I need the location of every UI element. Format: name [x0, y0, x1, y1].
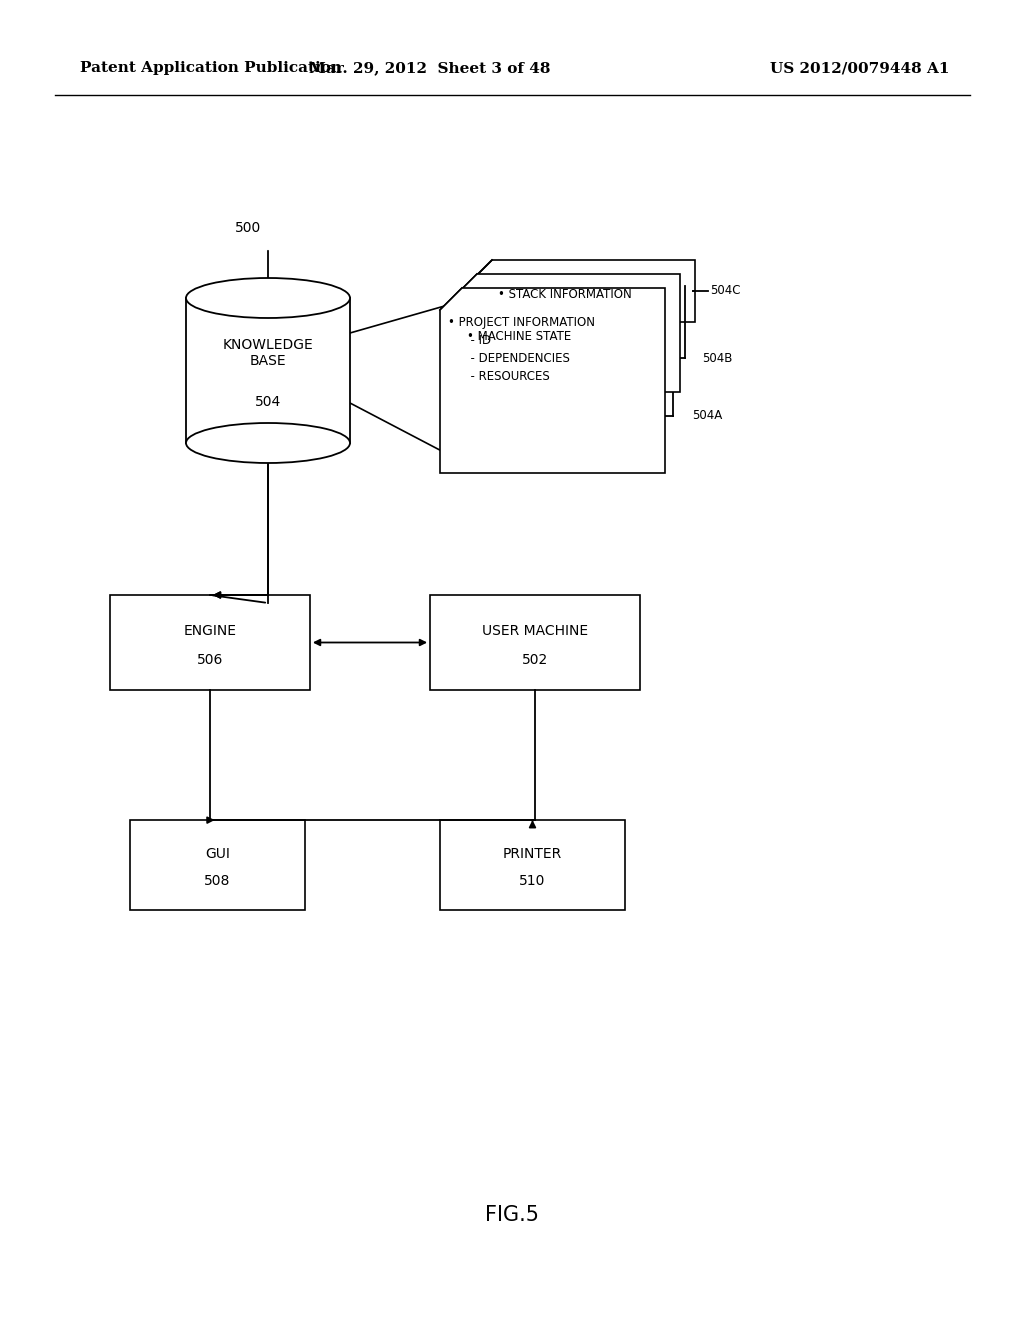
Text: 504A: 504A	[692, 409, 722, 422]
Text: GUI: GUI	[205, 847, 230, 861]
Text: USER MACHINE: USER MACHINE	[482, 624, 588, 638]
Ellipse shape	[186, 279, 350, 318]
Bar	[110, 595, 310, 690]
Text: 504C: 504C	[710, 285, 740, 297]
Text: • MACHINE STATE: • MACHINE STATE	[467, 330, 571, 343]
Text: Patent Application Publication: Patent Application Publication	[80, 61, 342, 75]
Ellipse shape	[186, 422, 350, 463]
Bar	[430, 595, 640, 690]
Polygon shape	[470, 260, 695, 322]
Text: FIG.5: FIG.5	[485, 1205, 539, 1225]
Bar	[440, 820, 625, 909]
Text: 508: 508	[205, 874, 230, 888]
Text: KNOWLEDGE
BASE: KNOWLEDGE BASE	[222, 338, 313, 368]
Text: 500: 500	[234, 220, 261, 235]
Text: • PROJECT INFORMATION
      - ID
      - DEPENDENCIES
      - RESOURCES: • PROJECT INFORMATION - ID - DEPENDENCIE…	[449, 315, 595, 383]
Bar	[130, 820, 305, 909]
Text: PRINTER: PRINTER	[503, 847, 562, 861]
Polygon shape	[455, 275, 680, 392]
Text: 506: 506	[197, 652, 223, 667]
Text: 504: 504	[255, 396, 282, 409]
Text: US 2012/0079448 A1: US 2012/0079448 A1	[770, 61, 950, 75]
Text: 502: 502	[522, 652, 548, 667]
Text: 504B: 504B	[702, 351, 732, 364]
Polygon shape	[440, 288, 665, 473]
Bar	[186, 298, 350, 444]
Text: ENGINE: ENGINE	[183, 624, 237, 638]
Text: Mar. 29, 2012  Sheet 3 of 48: Mar. 29, 2012 Sheet 3 of 48	[309, 61, 551, 75]
Text: 510: 510	[519, 874, 546, 888]
Text: • STACK INFORMATION: • STACK INFORMATION	[498, 288, 632, 301]
